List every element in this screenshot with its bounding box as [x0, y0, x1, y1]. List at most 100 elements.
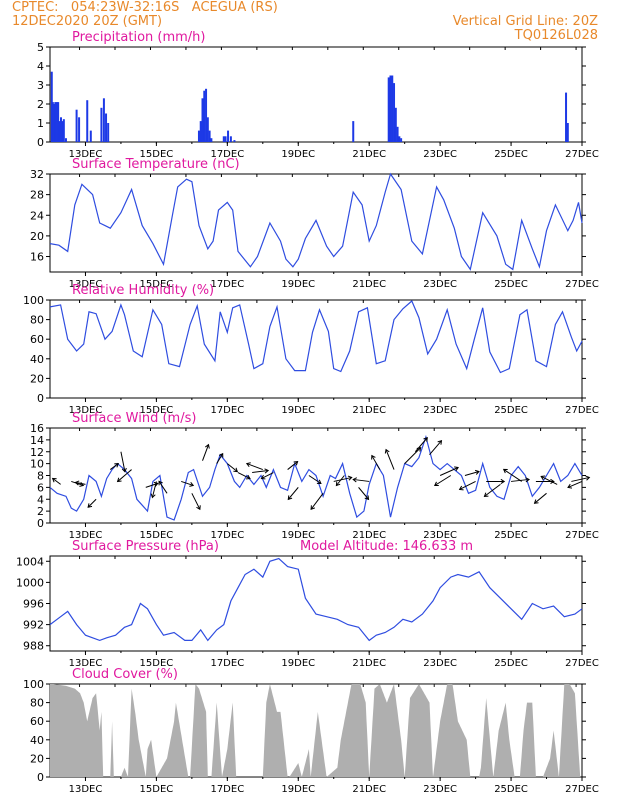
precip-bar	[352, 121, 355, 142]
series-line	[49, 300, 583, 374]
wind-arrowhead	[540, 475, 546, 481]
x-tick-label: 15DEC	[140, 784, 174, 795]
plot-frame	[49, 555, 583, 652]
wind-arrow	[287, 487, 299, 500]
precip-bar	[233, 140, 236, 142]
y-tick-label: 14	[30, 434, 44, 447]
wind-arrow	[246, 463, 263, 471]
wind-arrow	[181, 480, 194, 486]
wind-arrow	[358, 487, 369, 500]
x-tick-label: 25DEC	[494, 658, 528, 669]
precip-bar	[387, 77, 390, 142]
y-tick-label: 80	[30, 314, 44, 327]
x-tick-label: 19DEC	[281, 658, 315, 669]
y-tick-label: 0	[37, 771, 44, 784]
panel-title: Precipitation (mm/h)	[72, 30, 205, 45]
wind-arrow	[87, 498, 97, 508]
wind-arrow	[567, 480, 583, 488]
x-tick-label: 27DEC	[565, 405, 599, 416]
wind-arrowhead	[423, 437, 428, 442]
x-tick-label: 15DEC	[140, 658, 174, 669]
wind-arrowhead	[116, 477, 122, 483]
wind-arrow	[484, 484, 501, 497]
wind-arrowhead	[550, 478, 555, 485]
precip-bar	[229, 136, 232, 142]
y-tick-label: 16	[30, 251, 44, 264]
precip-bar	[107, 123, 110, 142]
x-tick-label: 21DEC	[352, 530, 386, 541]
wind-arrow	[540, 475, 558, 485]
precip-bar	[105, 113, 108, 142]
x-tick-label: 27DEC	[565, 149, 599, 160]
wind-arrowhead	[585, 475, 591, 481]
wind-arrowhead	[347, 475, 353, 481]
y-tick-label: 1	[37, 117, 44, 130]
x-tick-label: 23DEC	[423, 658, 457, 669]
wind-arrow	[439, 467, 459, 476]
header-date: 12DEC2020 20Z (GMT)	[12, 14, 163, 29]
precip-bar	[86, 100, 89, 142]
wind-arrow	[385, 449, 395, 470]
panel-title: Surface Temperature (nC)	[72, 157, 240, 172]
x-tick-label: 17DEC	[210, 784, 244, 795]
y-tick-label: 20	[30, 752, 44, 765]
wind-arrowhead	[121, 467, 127, 473]
x-tick-label: 13DEC	[69, 658, 103, 669]
wind-arrow	[335, 475, 345, 486]
y-tick-label: 996	[23, 598, 44, 611]
panel-title: Surface Wind (m/s)	[72, 411, 196, 426]
precip-bar	[205, 88, 208, 142]
precip-bar	[210, 138, 213, 142]
x-tick-label: 25DEC	[494, 784, 528, 795]
x-tick-label: 13DEC	[69, 279, 103, 290]
x-tick-label: 27DEC	[565, 279, 599, 290]
wind-arrow	[459, 480, 476, 490]
precip-bar	[566, 123, 569, 142]
precip-bar	[398, 136, 401, 142]
wind-arrow	[414, 437, 428, 453]
wind-arrow	[434, 475, 452, 486]
series-line	[49, 434, 583, 521]
precip-bar	[197, 130, 200, 142]
wind-vectors	[51, 437, 591, 511]
wind-arrow	[571, 476, 590, 482]
precip-bar	[201, 98, 204, 142]
wind-arrowhead	[352, 477, 358, 483]
y-tick-label: 1004	[16, 555, 44, 568]
y-tick-label: 40	[30, 734, 44, 747]
y-tick-label: 20	[30, 230, 44, 243]
x-tick-label: 19DEC	[281, 149, 315, 160]
wind-arrowhead	[533, 499, 539, 504]
x-tick-label: 15DEC	[140, 149, 174, 160]
panel-annotation: Model Altitude: 146.633 m	[300, 539, 473, 554]
x-tick-label: 19DEC	[281, 405, 315, 416]
wind-arrow	[52, 478, 61, 485]
wind-arrow	[371, 455, 381, 470]
x-tick-label: 19DEC	[281, 530, 315, 541]
y-tick-label: 2	[37, 505, 44, 518]
wind-arrow	[429, 440, 442, 456]
precip-bar	[64, 138, 67, 142]
wind-arrow	[75, 481, 86, 485]
y-tick-label: 10	[30, 458, 44, 471]
plot-frame	[49, 173, 583, 273]
y-tick-label: 5	[37, 41, 44, 54]
wind-arrow	[404, 447, 422, 464]
wind-arrowhead	[384, 448, 390, 454]
wind-arrowhead	[74, 480, 80, 486]
precip-bar	[224, 136, 227, 142]
precip-bar	[52, 104, 55, 142]
x-tick-label: 21DEC	[352, 279, 386, 290]
y-tick-label: 12	[30, 446, 44, 459]
wind-arrowhead	[233, 467, 239, 473]
precip-bar	[391, 75, 394, 142]
wind-arrow	[464, 471, 480, 476]
precip-bar	[203, 90, 206, 142]
y-tick-label: 16	[30, 422, 44, 435]
x-tick-label: 13DEC	[69, 149, 103, 160]
wind-arrowhead	[245, 474, 251, 480]
precip-bar	[54, 102, 57, 142]
wind-arrowhead	[260, 474, 266, 480]
wind-arrow	[109, 463, 119, 470]
